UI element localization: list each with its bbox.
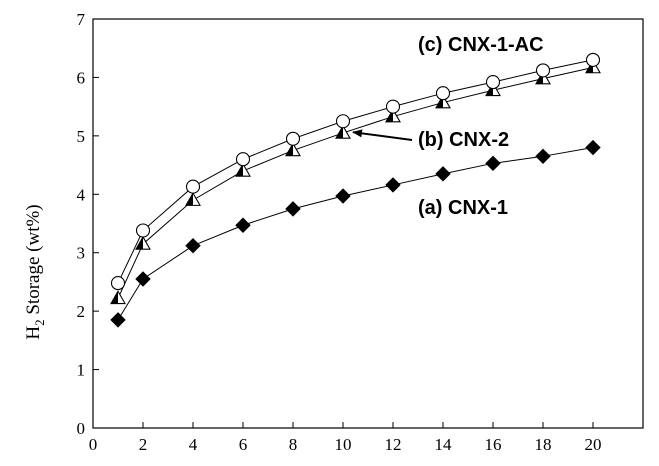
data-point-circle — [335, 114, 351, 129]
series-line — [117, 147, 594, 321]
x-tick-label: 14 — [435, 435, 453, 454]
data-point-circle — [485, 75, 501, 90]
data-point-triangle — [110, 290, 126, 305]
data-point-diamond — [135, 271, 151, 287]
data-point-circle — [585, 52, 601, 67]
data-point-triangle — [335, 124, 351, 139]
data-point-circle — [435, 86, 451, 101]
x-tick-label: 16 — [485, 435, 502, 454]
series-b-cnx-2 — [110, 59, 601, 305]
data-point-circle — [135, 223, 151, 238]
series-annotation: (c) CNX-1-AC — [418, 34, 544, 56]
data-point-circle — [285, 131, 301, 146]
x-tick-label: 20 — [585, 435, 602, 454]
data-point-triangle — [285, 142, 301, 157]
y-tick-label: 4 — [77, 185, 86, 204]
plot-frame — [92, 18, 644, 429]
y-axis-title-main: H — [23, 326, 44, 340]
data-point-circle — [235, 152, 251, 167]
y-axis-title: H2 Storage (wt%) — [23, 204, 47, 339]
data-point-diamond — [585, 139, 601, 156]
axes — [92, 18, 644, 429]
x-tick-label: 10 — [335, 435, 352, 454]
y-tick-label: 0 — [77, 419, 86, 438]
data-point-diamond — [535, 148, 551, 165]
y-axis-title-subscript: 2 — [32, 319, 47, 326]
data-point-circle — [385, 99, 401, 114]
y-tick-label: 6 — [77, 68, 86, 87]
y-tick-label: 3 — [77, 244, 86, 263]
x-tick-label: 12 — [385, 435, 402, 454]
labels-layer: (c) CNX-1-AC (b) CNX-2 (a) CNX-1 — [352, 34, 544, 219]
data-point-diamond — [235, 217, 251, 233]
data-point-diamond — [385, 177, 401, 193]
x-tick-label: 2 — [139, 435, 148, 454]
y-tick-label: 2 — [77, 302, 86, 321]
x-tick-label: 18 — [535, 435, 552, 454]
data-point-triangle — [235, 162, 251, 177]
series-layer — [110, 52, 601, 328]
data-point-triangle — [135, 235, 151, 250]
data-point-diamond — [485, 155, 501, 172]
y-tick-label: 5 — [77, 127, 86, 146]
data-point-circle — [110, 276, 126, 291]
x-tick-label: 4 — [189, 435, 198, 454]
y-tick-label: 7 — [77, 10, 86, 29]
data-point-diamond — [335, 188, 351, 204]
data-point-circle — [535, 63, 551, 78]
y-tick-label: 1 — [77, 361, 86, 380]
data-point-diamond — [185, 237, 201, 254]
annotation-arrow — [352, 129, 413, 141]
series-annotation: (a) CNX-1 — [418, 197, 508, 219]
x-tick-label: 6 — [239, 435, 248, 454]
x-tick-label: 8 — [289, 435, 298, 454]
series-c-cnx-1-ac — [110, 52, 601, 291]
x-tick-label: 0 — [89, 435, 98, 454]
data-point-circle — [185, 179, 201, 194]
series-a-cnx-1 — [110, 139, 601, 328]
y-axis-title-rest: Storage (wt%) — [23, 204, 44, 319]
series-annotation: (b) CNX-2 — [418, 129, 509, 151]
data-point-triangle — [185, 192, 201, 206]
data-point-diamond — [435, 166, 451, 182]
data-point-diamond — [285, 201, 301, 217]
data-point-diamond — [110, 312, 126, 328]
